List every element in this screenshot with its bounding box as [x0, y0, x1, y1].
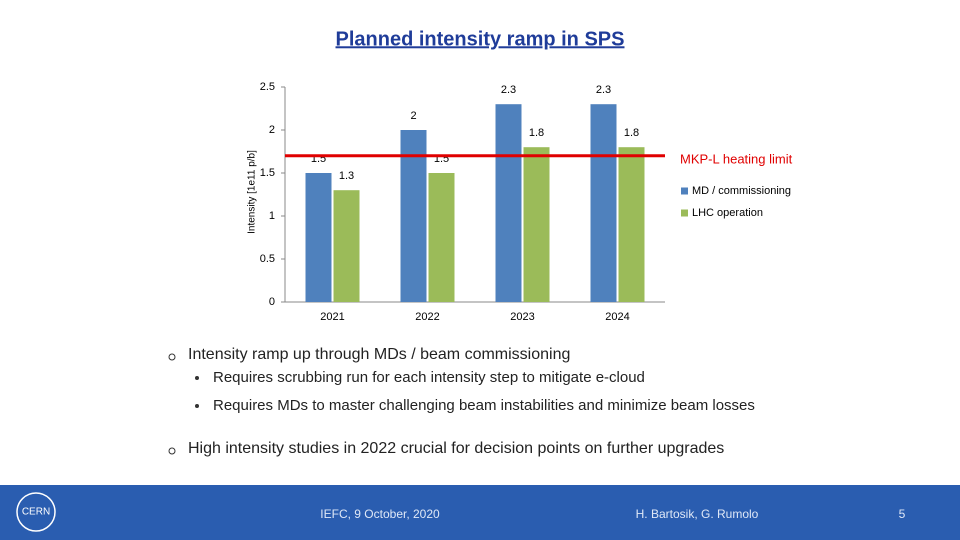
- y-tick-label: 0: [269, 296, 275, 308]
- bullet-text: High intensity studies in 2022 crucial f…: [188, 440, 724, 457]
- data-label: 2.3: [596, 84, 611, 96]
- x-tick-label: 2021: [320, 311, 344, 323]
- bar: [400, 130, 427, 302]
- bar: [495, 104, 522, 302]
- sub-bullet-marker: [195, 404, 199, 408]
- x-tick-label: 2024: [605, 311, 629, 323]
- footer-authors: H. Bartosik, G. Rumolo: [636, 507, 759, 521]
- footer-event: IEFC, 9 October, 2020: [320, 507, 440, 521]
- data-label: 1.3: [339, 170, 354, 182]
- logo-ring: [16, 492, 56, 532]
- y-tick-label: 1: [269, 210, 275, 222]
- data-label: 1.8: [529, 127, 544, 139]
- bar: [428, 173, 455, 302]
- bar: [305, 173, 332, 302]
- logo-text: CERN: [22, 507, 50, 518]
- legend-swatch: [681, 209, 688, 217]
- y-tick-label: 2.5: [260, 81, 275, 93]
- sub-bullet-marker: [195, 376, 199, 380]
- legend-swatch: [681, 187, 688, 195]
- footer-bar: [0, 485, 960, 540]
- legend-label: LHC operation: [692, 207, 763, 219]
- sub-bullet-text: Requires scrubbing run for each intensit…: [213, 369, 645, 386]
- reference-label: MKP-L heating limit: [680, 151, 793, 166]
- bar: [618, 147, 645, 302]
- y-tick-label: 0.5: [260, 253, 275, 265]
- legend-label: MD / commissioning: [692, 185, 791, 197]
- page-number: 5: [899, 507, 906, 521]
- x-tick-label: 2022: [415, 311, 439, 323]
- bullet-marker: [168, 353, 176, 361]
- y-tick-label: 1.5: [260, 167, 275, 179]
- bullet-text: Intensity ramp up through MDs / beam com…: [188, 346, 570, 363]
- y-axis-label: Intensity [1e11 p/b]: [247, 150, 258, 234]
- bullet-marker: [168, 447, 176, 455]
- data-label: 2: [410, 110, 416, 122]
- sub-bullet-text: Requires MDs to master challenging beam …: [213, 397, 755, 414]
- data-label: 1.8: [624, 127, 639, 139]
- slide-title: Planned intensity ramp in SPS: [336, 28, 625, 50]
- bar: [333, 190, 360, 302]
- y-tick-label: 2: [269, 124, 275, 136]
- bar: [590, 104, 617, 302]
- bar: [523, 147, 550, 302]
- data-label: 2.3: [501, 84, 516, 96]
- x-tick-label: 2023: [510, 311, 534, 323]
